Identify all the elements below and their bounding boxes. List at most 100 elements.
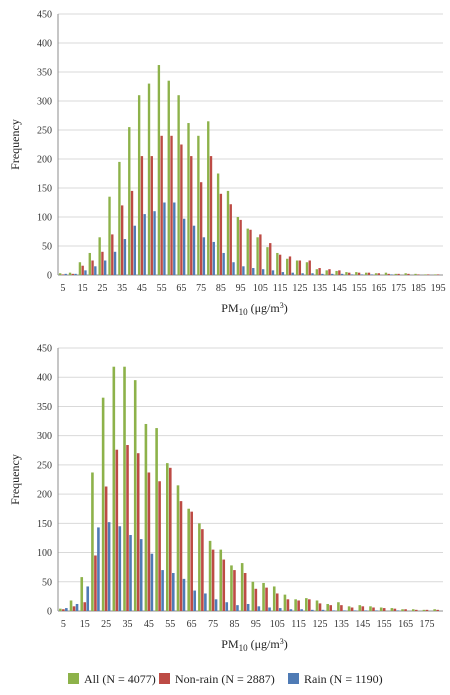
x-tick-label: 5 bbox=[60, 283, 65, 294]
x-tick-label: 165 bbox=[371, 283, 386, 294]
x-tick-label: 85 bbox=[229, 619, 239, 630]
bar-rain bbox=[202, 237, 206, 275]
bar-nonrain bbox=[72, 606, 76, 611]
y-tick-label: 200 bbox=[37, 490, 52, 501]
bar-nonrain bbox=[94, 555, 97, 611]
bar-nonrain bbox=[348, 272, 351, 275]
bar-rain bbox=[139, 539, 143, 611]
bar-all bbox=[207, 121, 210, 275]
bar-all bbox=[355, 272, 358, 275]
bar-rain bbox=[123, 239, 127, 275]
bar-nonrain bbox=[361, 606, 365, 611]
bar-rain bbox=[75, 603, 79, 611]
bar-rain bbox=[278, 608, 282, 611]
x-tick-label: 135 bbox=[334, 619, 349, 630]
x-tick-label: 155 bbox=[377, 619, 392, 630]
bar-all bbox=[404, 273, 407, 275]
bar-rain bbox=[340, 273, 344, 275]
bar-nonrain bbox=[387, 273, 390, 275]
bar-nonrain bbox=[397, 273, 400, 275]
bar-all bbox=[187, 123, 190, 275]
bar-all bbox=[128, 127, 131, 275]
bar-nonrain bbox=[170, 135, 173, 275]
bar-rain bbox=[242, 266, 245, 275]
bar-nonrain bbox=[265, 587, 268, 611]
bar-rain bbox=[236, 605, 239, 611]
bar-rain bbox=[321, 609, 325, 611]
bar-all bbox=[283, 594, 287, 611]
bar-nonrain bbox=[259, 234, 262, 275]
bar-rain bbox=[364, 610, 368, 611]
bar-nonrain bbox=[81, 265, 84, 275]
bar-all bbox=[216, 173, 220, 275]
bar-all bbox=[424, 274, 427, 275]
x-tick-label: 15 bbox=[78, 283, 88, 294]
bar-all bbox=[236, 217, 240, 275]
y-tick-label: 400 bbox=[37, 373, 52, 384]
x-tick-label: 55 bbox=[157, 283, 167, 294]
bar-nonrain bbox=[190, 511, 193, 611]
bar-rain bbox=[161, 570, 164, 611]
bar-nonrain bbox=[372, 607, 375, 611]
x-tick-label: 125 bbox=[292, 283, 307, 294]
bar-rain bbox=[204, 593, 207, 611]
bar-all bbox=[369, 606, 372, 611]
bar-rain bbox=[182, 218, 186, 275]
bar-rain bbox=[97, 527, 100, 611]
bar-rain bbox=[311, 273, 314, 275]
bar-nonrain bbox=[367, 272, 371, 275]
bar-all bbox=[123, 366, 126, 611]
bar-all bbox=[157, 65, 161, 275]
bar-nonrain bbox=[298, 260, 302, 275]
bar-rain bbox=[104, 260, 107, 275]
x-tick-label: 35 bbox=[117, 283, 127, 294]
bar-nonrain bbox=[190, 156, 193, 275]
y-tick-label: 450 bbox=[37, 10, 52, 21]
y-tick-label: 0 bbox=[47, 271, 52, 282]
bar-rain bbox=[321, 273, 324, 275]
bar-nonrain bbox=[140, 156, 144, 275]
bar-nonrain bbox=[83, 602, 87, 611]
bar-all bbox=[219, 549, 223, 611]
x-tick-label: 95 bbox=[236, 283, 246, 294]
bar-rain bbox=[113, 251, 117, 275]
x-tick-label: 25 bbox=[97, 283, 107, 294]
bar-rain bbox=[268, 607, 271, 611]
y-tick-label: 50 bbox=[42, 577, 52, 588]
bar-all bbox=[374, 273, 378, 275]
bar-all bbox=[358, 605, 362, 611]
bar-rain bbox=[212, 241, 215, 275]
bar-all bbox=[91, 472, 94, 611]
x-tick-label: 105 bbox=[270, 619, 285, 630]
bar-nonrain bbox=[219, 193, 223, 275]
bar-nonrain bbox=[229, 204, 232, 275]
bar-nonrain bbox=[328, 269, 331, 275]
bar-nonrain bbox=[111, 234, 114, 275]
bar-rain bbox=[86, 586, 90, 611]
bar-nonrain bbox=[436, 609, 439, 611]
bar-nonrain bbox=[357, 272, 361, 275]
bar-all bbox=[315, 600, 319, 611]
bar-all bbox=[325, 270, 328, 275]
y-axis-title: Frequency bbox=[8, 454, 22, 505]
x-tick-label: 5 bbox=[61, 619, 66, 630]
bar-all bbox=[295, 260, 299, 275]
bar-all bbox=[58, 273, 62, 275]
bar-all bbox=[176, 485, 180, 611]
bar-nonrain bbox=[150, 156, 153, 275]
bar-all bbox=[80, 577, 84, 611]
bar-nonrain bbox=[318, 603, 322, 611]
bar-rain bbox=[84, 270, 87, 275]
bar-nonrain bbox=[71, 273, 74, 275]
bar-rain bbox=[289, 609, 293, 611]
bar-all bbox=[305, 598, 308, 611]
bar-all bbox=[118, 161, 121, 275]
y-tick-label: 150 bbox=[37, 519, 52, 530]
bar-all bbox=[251, 581, 255, 611]
x-tick-label: 45 bbox=[144, 619, 154, 630]
bar-rain bbox=[118, 526, 122, 611]
chart-bottom: 0 50 100 150 200 250 300 350 400 450 5 15 25 35 45 55 65… bbox=[8, 344, 443, 653]
legend-label-rain: Rain (N = 1190) bbox=[304, 672, 383, 686]
y-tick-label: 50 bbox=[42, 242, 52, 253]
